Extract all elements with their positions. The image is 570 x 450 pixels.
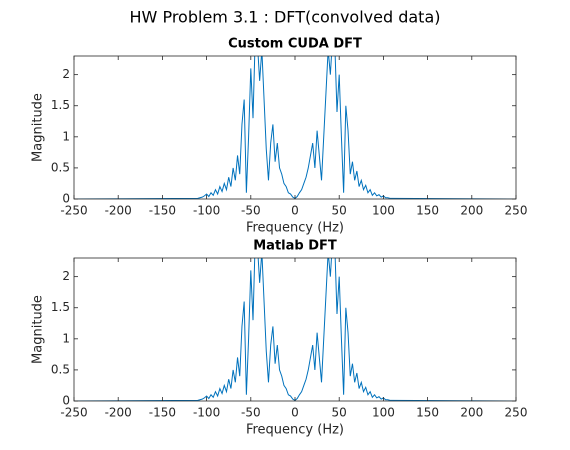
x-axis-label: Frequency (Hz) bbox=[246, 423, 344, 438]
y-tick-label: 0 bbox=[62, 192, 70, 206]
x-axis-label: Frequency (Hz) bbox=[246, 221, 344, 236]
x-tick-label: 250 bbox=[505, 204, 528, 218]
x-tick-label: 50 bbox=[332, 204, 347, 218]
x-tick-label: -50 bbox=[241, 406, 261, 420]
figure-title: HW Problem 3.1 : DFT(convolved data) bbox=[130, 8, 441, 27]
y-tick-label: 1 bbox=[62, 129, 70, 143]
x-tick-label: -200 bbox=[105, 204, 132, 218]
x-tick-label: -50 bbox=[241, 204, 261, 218]
x-tick-label: -100 bbox=[193, 204, 220, 218]
y-tick-label: 0.5 bbox=[51, 160, 70, 174]
x-tick-label: -150 bbox=[149, 406, 176, 420]
x-tick-label: 50 bbox=[332, 406, 347, 420]
x-tick-label: 250 bbox=[505, 406, 528, 420]
y-axis-label: Magnitude bbox=[31, 295, 46, 364]
y-axis-label: Magnitude bbox=[31, 93, 46, 162]
y-tick-label: 0.5 bbox=[51, 362, 70, 376]
x-tick-label: -250 bbox=[60, 406, 87, 420]
y-tick-label: 1 bbox=[62, 331, 70, 345]
x-tick-label: 100 bbox=[372, 204, 395, 218]
x-tick-label: 0 bbox=[291, 204, 299, 218]
chart-title: Matlab DFT bbox=[253, 239, 337, 254]
plot-area bbox=[74, 258, 516, 401]
y-tick-label: 1.5 bbox=[51, 300, 70, 314]
y-tick-label: 2 bbox=[62, 269, 70, 283]
x-tick-label: 200 bbox=[460, 406, 483, 420]
chart-title: Custom CUDA DFT bbox=[228, 37, 362, 52]
x-tick-label: 0 bbox=[291, 406, 299, 420]
x-tick-label: -150 bbox=[149, 204, 176, 218]
x-tick-label: -250 bbox=[60, 204, 87, 218]
x-tick-label: -100 bbox=[193, 406, 220, 420]
plot-area bbox=[74, 56, 516, 199]
x-tick-label: 200 bbox=[460, 204, 483, 218]
y-tick-label: 2 bbox=[62, 67, 70, 81]
x-tick-label: 150 bbox=[416, 406, 439, 420]
y-tick-label: 0 bbox=[62, 394, 70, 408]
x-tick-label: 150 bbox=[416, 204, 439, 218]
x-tick-label: -200 bbox=[105, 406, 132, 420]
y-tick-label: 1.5 bbox=[51, 98, 70, 112]
x-tick-label: 100 bbox=[372, 406, 395, 420]
